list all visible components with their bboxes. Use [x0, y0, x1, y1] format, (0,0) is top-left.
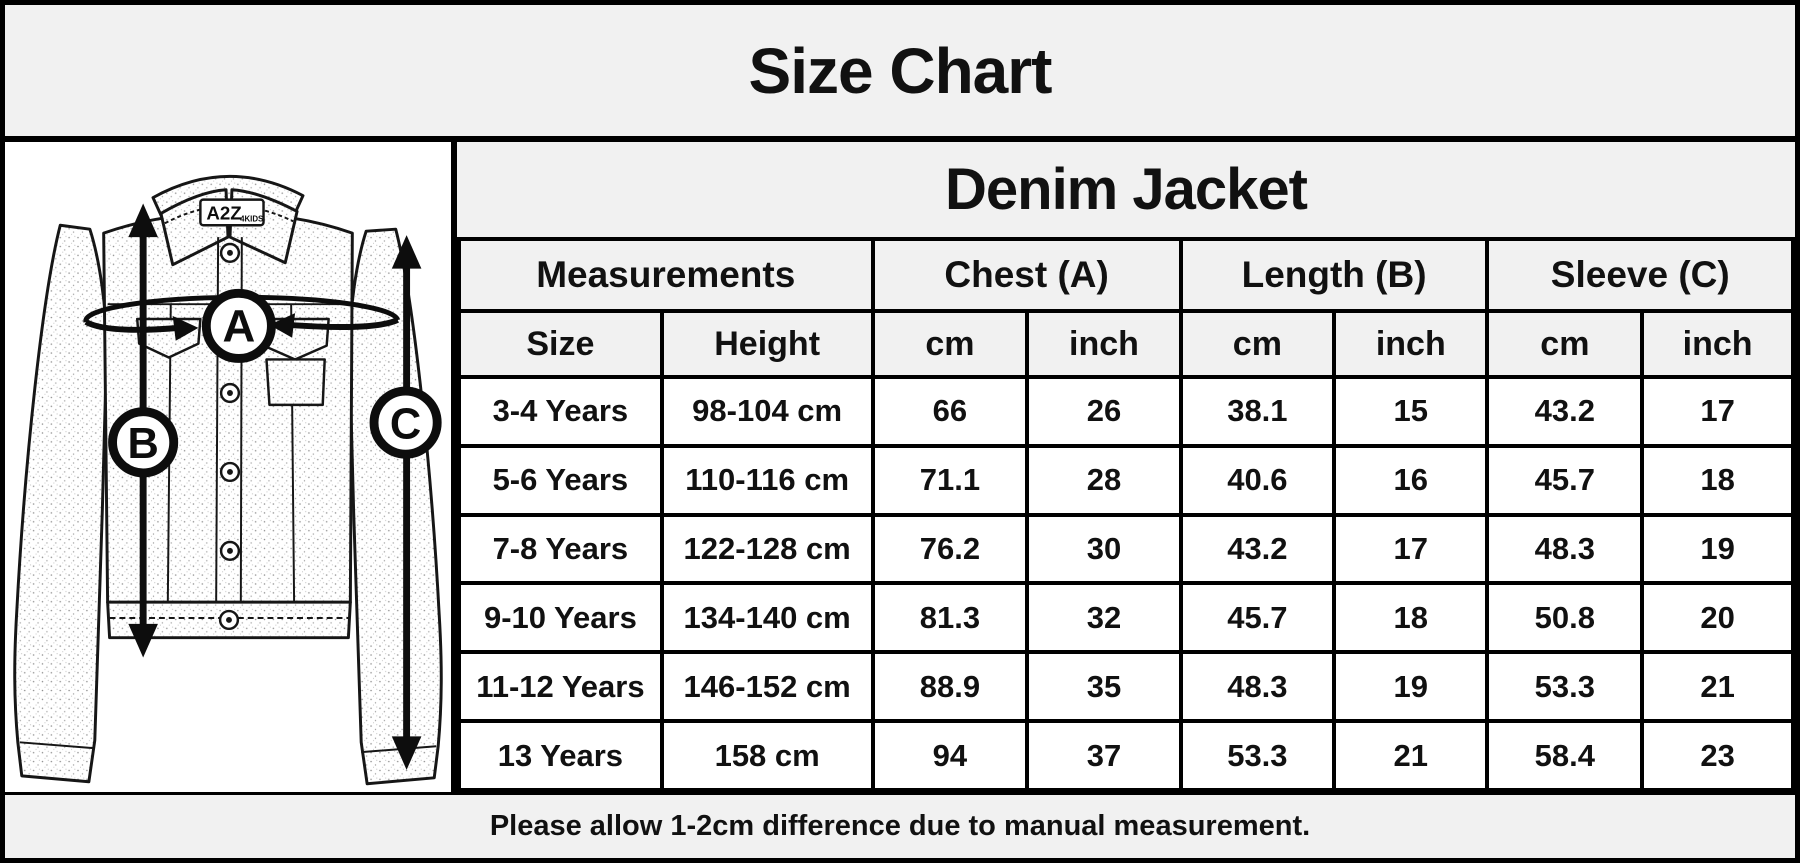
cell-chest-inch: 37	[1025, 719, 1183, 792]
cell-sleeve-inch: 19	[1640, 512, 1795, 586]
table-row: 3-4 Years 98-104 cm 66 26 38.1 15 43.2 1…	[457, 375, 1795, 448]
cell-sleeve-inch: 18	[1640, 443, 1795, 517]
marker-b: B	[108, 407, 179, 478]
cell-chest-inch: 32	[1025, 581, 1183, 655]
cell-chest-inch: 26	[1025, 375, 1183, 448]
cell-size: 5-6 Years	[457, 443, 664, 517]
cell-length-cm: 40.6	[1178, 443, 1337, 517]
col-header-chest-inch: inch	[1025, 309, 1183, 379]
col-header-sleeve-cm: cm	[1485, 309, 1645, 379]
page-title-text: Size Chart	[748, 34, 1053, 107]
main-content: A2Z 4KIDS	[5, 142, 1795, 792]
cell-sleeve-inch: 21	[1640, 650, 1795, 724]
cell-size: 7-8 Years	[457, 512, 664, 586]
cell-length-inch: 17	[1332, 512, 1490, 586]
cell-sleeve-cm: 48.3	[1485, 512, 1645, 586]
cell-size: 9-10 Years	[457, 581, 664, 655]
col-group-sleeve: Sleeve (C)	[1485, 237, 1795, 313]
cell-size: 13 Years	[457, 719, 664, 792]
marker-a: A	[201, 288, 276, 363]
cell-chest-cm: 71.1	[870, 443, 1030, 517]
cell-chest-inch: 28	[1025, 443, 1183, 517]
cell-height: 98-104 cm	[659, 375, 875, 448]
cell-length-cm: 43.2	[1178, 512, 1337, 586]
cell-height: 110-116 cm	[659, 443, 875, 517]
jacket-illustration: A2Z 4KIDS	[13, 174, 443, 786]
cell-height: 134-140 cm	[659, 581, 875, 655]
brand-label-subtext: 4KIDS	[240, 214, 263, 223]
cell-length-cm: 45.7	[1178, 581, 1337, 655]
col-group-chest: Chest (A)	[870, 237, 1183, 313]
table-row: 9-10 Years 134-140 cm 81.3 32 45.7 18 50…	[457, 581, 1795, 655]
cell-length-inch: 18	[1332, 581, 1490, 655]
cell-size: 3-4 Years	[457, 375, 664, 448]
cell-height: 158 cm	[659, 719, 875, 792]
marker-a-letter: A	[222, 301, 255, 352]
jacket-diagram-panel: A2Z 4KIDS	[5, 142, 457, 792]
cell-sleeve-cm: 53.3	[1485, 650, 1645, 724]
cell-sleeve-inch: 20	[1640, 581, 1795, 655]
table-row: 7-8 Years 122-128 cm 76.2 30 43.2 17 48.…	[457, 512, 1795, 586]
brand-label-text: A2Z	[206, 202, 241, 223]
jacket-buttons	[218, 242, 241, 631]
cell-length-inch: 15	[1332, 375, 1490, 448]
cell-chest-cm: 94	[870, 719, 1030, 792]
cell-sleeve-cm: 43.2	[1485, 375, 1645, 448]
cell-chest-cm: 88.9	[870, 650, 1030, 724]
sleeve-measure-arrow	[391, 235, 422, 770]
table-row: 11-12 Years 146-152 cm 88.9 35 48.3 19 5…	[457, 650, 1795, 724]
marker-c-letter: C	[390, 400, 421, 448]
brand-label: A2Z 4KIDS	[199, 198, 265, 227]
marker-b-letter: B	[127, 420, 158, 468]
col-header-chest-cm: cm	[870, 309, 1030, 379]
cell-length-inch: 21	[1332, 719, 1490, 792]
product-name-text: Denim Jacket	[945, 157, 1308, 222]
col-header-height: Height	[659, 309, 875, 379]
cell-sleeve-cm: 45.7	[1485, 443, 1645, 517]
cell-sleeve-inch: 17	[1640, 375, 1795, 448]
col-header-length-inch: inch	[1332, 309, 1490, 379]
table-group-header-row: Measurements Chest (A) Length (B) Sleeve…	[457, 237, 1795, 313]
cell-chest-cm: 81.3	[870, 581, 1030, 655]
cell-length-inch: 19	[1332, 650, 1490, 724]
col-group-measurements: Measurements	[457, 237, 875, 313]
cell-chest-inch: 35	[1025, 650, 1183, 724]
product-name-band: Denim Jacket	[457, 142, 1795, 237]
cell-chest-inch: 30	[1025, 512, 1183, 586]
table-subheader-row: Size Height cm inch cm inch cm inch	[457, 309, 1795, 379]
table-row: 5-6 Years 110-116 cm 71.1 28 40.6 16 45.…	[457, 443, 1795, 517]
cell-chest-cm: 66	[870, 375, 1030, 448]
table-row: 13 Years 158 cm 94 37 53.3 21 58.4 23	[457, 719, 1795, 792]
cell-size: 11-12 Years	[457, 650, 664, 724]
cell-sleeve-cm: 50.8	[1485, 581, 1645, 655]
cell-chest-cm: 76.2	[870, 512, 1030, 586]
cell-length-cm: 48.3	[1178, 650, 1337, 724]
marker-c: C	[369, 386, 442, 459]
cell-sleeve-inch: 23	[1640, 719, 1795, 792]
size-table-section: Denim Jacket Measurements Chest (A) Leng…	[457, 142, 1795, 792]
cell-sleeve-cm: 58.4	[1485, 719, 1645, 792]
cell-length-inch: 16	[1332, 443, 1490, 517]
chest-arrowhead-right	[172, 316, 199, 341]
cell-length-cm: 53.3	[1178, 719, 1337, 792]
cell-length-cm: 38.1	[1178, 375, 1337, 448]
cell-height: 122-128 cm	[659, 512, 875, 586]
chest-arrowhead-left	[269, 313, 296, 338]
measurement-note: Please allow 1-2cm difference due to man…	[5, 792, 1795, 858]
cell-height: 146-152 cm	[659, 650, 875, 724]
col-header-size: Size	[457, 309, 664, 379]
measurement-note-text: Please allow 1-2cm difference due to man…	[489, 810, 1311, 842]
col-header-sleeve-inch: inch	[1640, 309, 1795, 379]
size-table: Measurements Chest (A) Length (B) Sleeve…	[457, 237, 1795, 792]
col-header-length-cm: cm	[1178, 309, 1337, 379]
page-title: Size Chart	[5, 5, 1795, 142]
col-group-length: Length (B)	[1178, 237, 1490, 313]
